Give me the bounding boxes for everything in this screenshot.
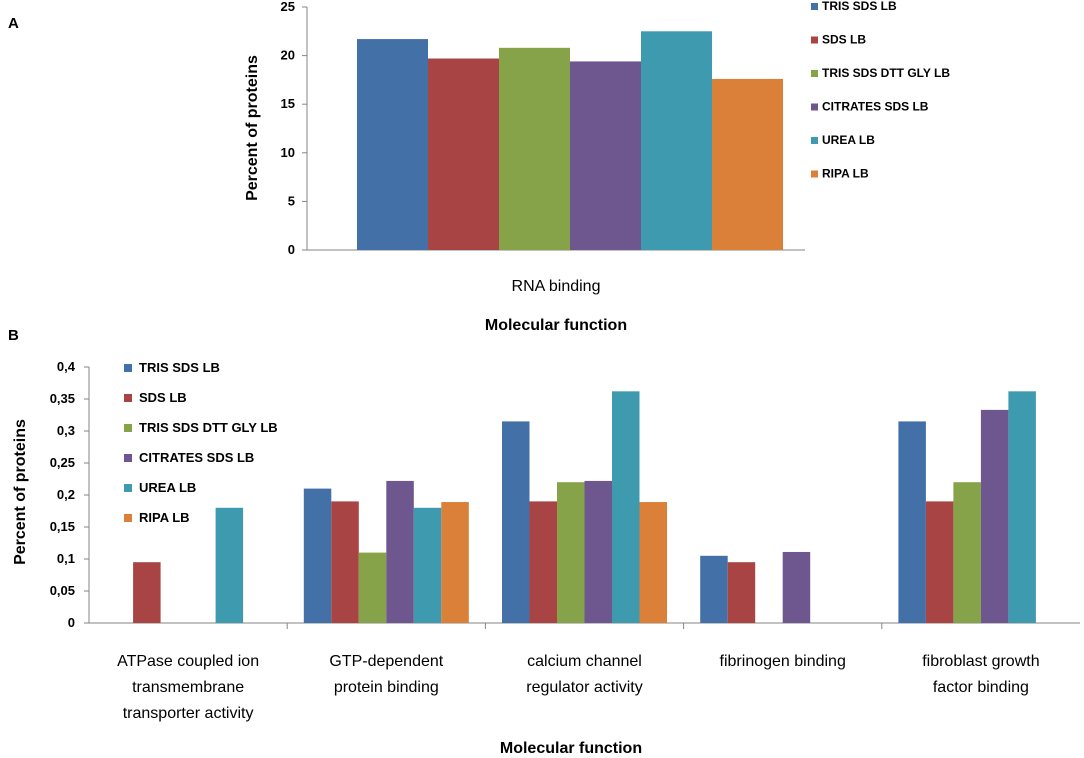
- legend-swatch-b: [124, 454, 132, 462]
- y-tick-label-a: 10: [281, 145, 295, 160]
- x-category-label-b: GTP-dependent: [329, 653, 443, 670]
- bar-b-2-ripa-lb: [639, 502, 667, 623]
- y-tick-label-a: 15: [281, 96, 295, 111]
- x-category-label-b: ATPase coupled ion: [117, 653, 259, 670]
- bar-b-2-urea-lb: [612, 391, 640, 623]
- bar-b-2-citrates-sds-lb: [584, 480, 612, 623]
- y-tick-label-b: 0,35: [50, 391, 75, 406]
- x-category-label-b: protein binding: [334, 679, 439, 696]
- bar-b-1-urea-lb: [413, 507, 442, 623]
- legend-label-a: RIPA LB: [822, 167, 869, 181]
- bar-a-tris-sds-dtt-gly-lb: [499, 47, 570, 250]
- legend-swatch-a: [811, 3, 818, 10]
- y-tick-label-a: 0: [288, 242, 295, 257]
- y-tick-label-a: 25: [281, 0, 295, 14]
- y-tick-label-b: 0,4: [57, 359, 76, 374]
- legend-label-b: SDS LB: [139, 390, 187, 405]
- bar-b-4-tris-sds-lb: [898, 421, 926, 623]
- y-tick-label-b: 0: [68, 615, 75, 630]
- x-category-label-a: RNA binding: [512, 278, 601, 295]
- y-tick-label-b: 0,3: [57, 423, 75, 438]
- legend-swatch-b: [124, 364, 132, 372]
- legend-label-b: TRIS SDS LB: [139, 360, 220, 375]
- bar-b-4-urea-lb: [1008, 391, 1036, 623]
- legend-label-b: UREA LB: [139, 480, 196, 495]
- legend-swatch-a: [811, 70, 818, 77]
- x-category-label-b: fibrinogen binding: [720, 653, 846, 670]
- bar-b-1-ripa-lb: [441, 502, 469, 623]
- panel-label-a: A: [8, 15, 19, 32]
- y-tick-label-b: 0,15: [50, 519, 75, 534]
- panel-label-b: B: [8, 327, 19, 344]
- bar-b-4-sds-lb: [925, 501, 954, 623]
- y-tick-label-b: 0,2: [57, 487, 75, 502]
- legend-label-b: TRIS SDS DTT GLY LB: [139, 420, 278, 435]
- legend-label-b: CITRATES SDS LB: [139, 450, 254, 465]
- legend-swatch-a: [811, 36, 818, 44]
- bar-b-3-citrates-sds-lb: [782, 551, 811, 623]
- bar-b-2-tris-sds-lb: [502, 421, 530, 623]
- bar-a-citrates-sds-lb: [570, 61, 641, 250]
- bar-b-0-urea-lb: [215, 507, 244, 623]
- legend-swatch-a: [811, 137, 818, 144]
- bar-b-4-tris-sds-dtt-gly-lb: [953, 482, 981, 623]
- bar-b-1-tris-sds-dtt-gly-lb: [358, 552, 387, 623]
- y-tick-label-b: 0,1: [57, 551, 75, 566]
- x-category-label-b: calcium channel: [527, 653, 642, 670]
- legend-swatch-a: [811, 170, 818, 178]
- x-category-label-b: regulator activity: [526, 679, 643, 696]
- legend-label-a: TRIS SDS LB: [822, 0, 897, 13]
- x-category-label-b: factor binding: [933, 679, 1029, 696]
- bar-a-tris-sds-lb: [357, 39, 428, 250]
- legend-label-a: CITRATES SDS LB: [822, 100, 929, 114]
- bar-b-3-tris-sds-lb: [700, 555, 728, 623]
- bar-b-1-sds-lb: [331, 501, 359, 623]
- legend-label-b: RIPA LB: [139, 510, 190, 525]
- y-tick-label-a: 5: [288, 193, 295, 208]
- bar-b-1-citrates-sds-lb: [386, 480, 414, 623]
- bar-a-ripa-lb: [712, 78, 783, 250]
- legend-swatch-b: [124, 424, 132, 432]
- y-axis-title-a: Percent of proteins: [244, 55, 261, 201]
- x-category-label-b: transmembrane: [132, 679, 244, 696]
- x-axis-title-a: Molecular function: [485, 317, 627, 334]
- x-axis-title-b: Molecular function: [500, 740, 642, 757]
- y-tick-label-b: 0,05: [50, 583, 75, 598]
- legend-swatch-a: [811, 103, 818, 111]
- x-category-label-b: fibroblast growth: [922, 653, 1039, 670]
- bar-a-sds-lb: [428, 58, 499, 251]
- legend-swatch-b: [124, 484, 132, 492]
- x-category-label-b: transporter activity: [123, 705, 254, 722]
- y-tick-label-b: 0,25: [50, 455, 75, 470]
- legend-swatch-b: [124, 514, 132, 522]
- chart-b: 0 0,05 0,1 0,15 0,2 0,25 0,3 0,35 0,4 Percent of …: [12, 359, 1080, 757]
- chart-a: 0 5 10 15 20 25 Percent of proteins RNA binding…: [244, 0, 950, 334]
- bar-b-3-sds-lb: [727, 562, 756, 623]
- legend-swatch-b: [124, 394, 132, 402]
- bar-b-4-citrates-sds-lb: [980, 409, 1009, 623]
- bar-a-urea-lb: [641, 31, 712, 250]
- legend-label-a: TRIS SDS DTT GLY LB: [822, 66, 950, 80]
- legend-label-a: UREA LB: [822, 133, 875, 147]
- bar-b-2-sds-lb: [529, 501, 557, 623]
- legend-label-a: SDS LB: [822, 33, 866, 47]
- bar-b-2-tris-sds-dtt-gly-lb: [557, 482, 585, 623]
- y-tick-label-a: 20: [281, 48, 295, 63]
- bar-b-0-sds-lb: [133, 562, 161, 623]
- y-axis-title-b: Percent of proteins: [12, 419, 29, 565]
- bar-b-1-tris-sds-lb: [303, 488, 332, 623]
